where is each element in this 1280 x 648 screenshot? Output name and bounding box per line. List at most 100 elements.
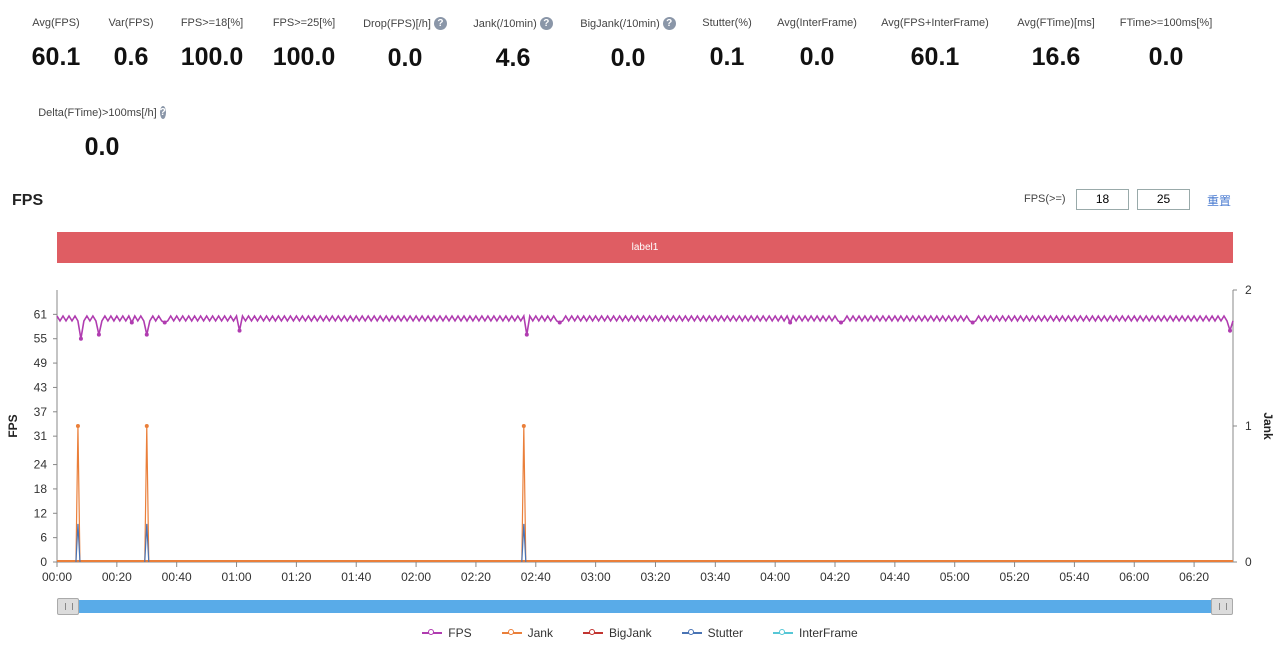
stat-value: 0.0 — [610, 44, 646, 72]
legend-item-bigjank[interactable]: BigJank — [582, 626, 652, 640]
stat-6: BigJank(/10min)? 0.0 — [568, 17, 688, 73]
x-tick-label: 02:40 — [521, 570, 551, 584]
help-icon[interactable]: ? — [159, 106, 166, 119]
help-icon[interactable]: ? — [539, 17, 553, 30]
legend-label: Jank — [527, 626, 553, 640]
chart-title: FPS — [12, 192, 44, 209]
slider-track[interactable] — [67, 600, 1223, 613]
stat-label-text: Avg(FTime)[ms] — [1017, 17, 1095, 29]
stat-value: 4.6 — [495, 44, 531, 72]
stat-label: Drop(FPS)[/h]? — [345, 17, 465, 30]
x-tick-label: 01:20 — [281, 570, 311, 584]
jank-point — [521, 424, 526, 428]
left-tick-label: 37 — [34, 405, 48, 419]
fps-dip-point — [96, 332, 101, 337]
stat-value: 0.0 — [84, 133, 120, 161]
help-icon[interactable]: ? — [433, 17, 447, 30]
x-tick-label: 04:00 — [760, 570, 790, 584]
fps-dip-point — [162, 320, 167, 325]
stat-label-text: Delta(FTime)>100ms[/h] — [38, 106, 157, 119]
left-tick-label: 24 — [34, 458, 48, 472]
label-bar[interactable]: label1 — [57, 232, 1233, 263]
x-tick-label: 04:40 — [880, 570, 910, 584]
stat-label-text: FPS>=18[%] — [180, 17, 244, 29]
x-tick-label: 00:00 — [42, 570, 72, 584]
help-icon[interactable]: ? — [662, 17, 676, 30]
stat-8: Avg(InterFrame) 0.0 — [757, 17, 877, 72]
fps-threshold-2-input[interactable] — [1137, 189, 1190, 210]
fps-dip-point — [839, 320, 843, 325]
stat-label-text: Avg(FPS+InterFrame) — [881, 17, 989, 29]
slider-handle-left[interactable] — [57, 598, 79, 615]
stat-label: FPS>=18[%] — [152, 17, 272, 29]
stat-label: FTime>=100ms[%] — [1106, 17, 1226, 29]
legend-swatch — [582, 628, 603, 638]
stat-value: 0.1 — [709, 43, 745, 71]
x-tick-label: 06:00 — [1119, 570, 1149, 584]
left-tick-label: 12 — [34, 506, 48, 520]
fps-dip-point — [970, 320, 975, 325]
fps-dip-point — [78, 336, 83, 341]
legend-label: FPS — [448, 626, 472, 640]
fps-dip-point — [237, 328, 242, 333]
legend-swatch — [501, 628, 522, 638]
stutter-spike — [75, 523, 81, 563]
stat-value: 0.0 — [799, 43, 835, 71]
fps-filter-label: FPS(>=) — [1024, 193, 1066, 205]
stutter-spike — [144, 523, 150, 563]
legend-item-interframe[interactable]: InterFrame — [773, 626, 858, 640]
stat-value: 100.0 — [180, 43, 244, 71]
left-tick-label: 0 — [40, 555, 47, 569]
fps-line — [56, 313, 1234, 339]
fps-dip-point — [524, 332, 529, 337]
stat-0: Avg(FPS) 60.1 — [0, 17, 116, 72]
x-tick-label: 06:20 — [1179, 570, 1209, 584]
chart-legend: FPS Jank BigJank Stutter InterFrame — [0, 626, 1280, 640]
legend-item-stutter[interactable]: Stutter — [681, 626, 744, 640]
x-tick-label: 05:00 — [940, 570, 970, 584]
reset-button[interactable]: 重置 — [1207, 194, 1232, 208]
stat-2: FPS>=18[%] 100.0 — [152, 17, 272, 72]
stat-value: 60.1 — [31, 43, 81, 71]
legend-label: Stutter — [707, 626, 744, 640]
stat-label-text: FTime>=100ms[%] — [1119, 17, 1213, 29]
legend-swatch — [422, 628, 443, 638]
x-tick-label: 00:40 — [162, 570, 192, 584]
stat-label: Var(FPS) — [71, 17, 191, 29]
stat-12: Delta(FTime)>100ms[/h]? 0.0 — [38, 106, 166, 162]
stat-3: FPS>=25[%] 100.0 — [244, 17, 364, 72]
legend-swatch — [773, 628, 794, 638]
y-axis-title-right: Jank — [1261, 412, 1275, 440]
right-tick-label: 0 — [1245, 555, 1252, 569]
left-tick-label: 43 — [34, 380, 48, 394]
legend-item-jank[interactable]: Jank — [501, 626, 553, 640]
zoom-slider[interactable] — [57, 598, 1233, 615]
stutter-spike — [521, 523, 527, 563]
x-tick-label: 05:40 — [1059, 570, 1089, 584]
fps-threshold-1-input[interactable] — [1076, 189, 1129, 210]
fps-dip-point — [1228, 328, 1233, 333]
jank-point — [144, 424, 149, 428]
stat-label-text: FPS>=25[%] — [272, 17, 336, 29]
stat-label-text: Stutter(%) — [702, 17, 752, 29]
stat-label-text: Drop(FPS)[/h] — [363, 17, 431, 30]
stat-label-text: Var(FPS) — [108, 17, 154, 29]
legend-item-fps[interactable]: FPS — [422, 626, 472, 640]
x-tick-label: 01:00 — [222, 570, 252, 584]
stat-1: Var(FPS) 0.6 — [71, 17, 191, 72]
left-tick-label: 18 — [34, 482, 48, 496]
x-tick-label: 02:00 — [401, 570, 431, 584]
stat-value: 0.0 — [387, 44, 423, 72]
stat-label: BigJank(/10min)? — [568, 17, 688, 30]
x-tick-label: 02:20 — [461, 570, 491, 584]
left-tick-label: 6 — [40, 531, 47, 545]
x-tick-label: 04:20 — [820, 570, 850, 584]
stat-label: Avg(InterFrame) — [757, 17, 877, 29]
x-tick-label: 01:40 — [341, 570, 371, 584]
stat-label-text: Avg(InterFrame) — [777, 17, 857, 29]
left-tick-label: 61 — [34, 307, 48, 321]
stat-label: Delta(FTime)>100ms[/h]? — [38, 106, 166, 119]
slider-handle-right[interactable] — [1211, 598, 1233, 615]
left-tick-label: 55 — [34, 332, 48, 346]
